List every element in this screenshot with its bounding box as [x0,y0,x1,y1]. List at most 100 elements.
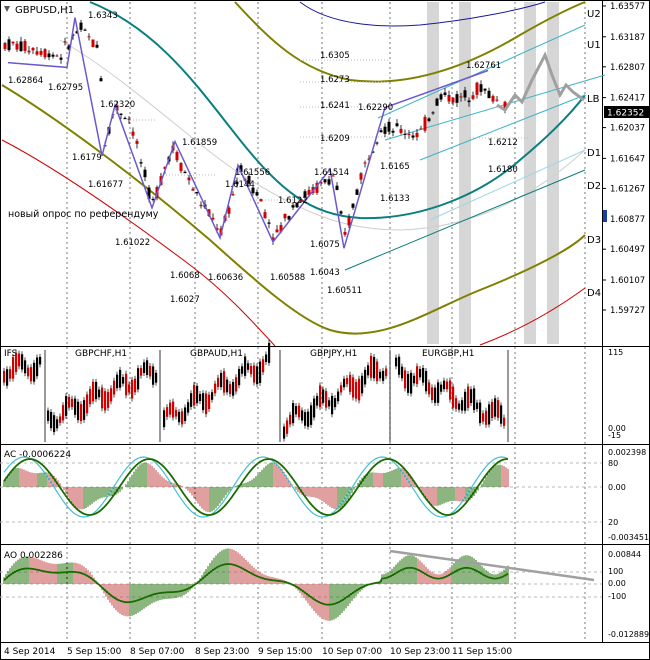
price-tick-label: 1.63187 [610,33,645,43]
ifs-candle-body [178,411,181,423]
ifs-candle-body [482,413,485,422]
ac-oscillator-panel[interactable]: AC -0.0006224 0.002398 80 0.00 20 -0.003451 [0,448,649,542]
ifs-candle-body [27,367,30,377]
ifs-candle-body [89,389,92,405]
ifs-candle-body [379,371,382,379]
ifs-candle-body [455,398,458,409]
candle-body [99,78,103,82]
ifs-candle-body [152,366,155,385]
candle-body [279,225,283,232]
ifs-candle-body [15,352,18,372]
candle-body [339,211,343,214]
ifs-candle-body [131,379,134,399]
annotation-text: новый опрос по референдуму [8,209,159,220]
swing-price-label: 1.6241 [320,101,350,111]
ifs-candle-body [355,382,358,399]
ifs-candle-body [95,381,98,400]
ifs-candle-body [461,400,464,411]
zigzag-line [7,17,489,249]
ifs-candle-body [470,389,473,403]
ifs-candle-body [367,365,370,376]
price-tick-label: 1.61267 [610,184,645,194]
candle-body [39,50,43,55]
ifs-candle-body [187,402,190,413]
time-tick-label: 9 Sep 15:00 [258,647,313,657]
swing-price-label: 1.61514 [314,168,349,178]
ifs-candle-body [3,370,6,383]
ifs-candle-body [382,370,385,381]
ao-scale-label: -0.012889 [608,630,649,639]
ifs-candle-body [104,391,107,411]
candle-body [55,55,59,57]
ac-scale-label: 0.002398 [608,448,646,457]
ifs-scale-label: -15 [608,431,621,440]
ifs-candle-body [232,382,235,396]
swing-price-label: 1.61859 [182,138,217,148]
swing-price-label: 1.61556 [235,168,270,178]
time-tick-label: 8 Sep 23:00 [195,647,250,657]
collapse-triangle-icon[interactable] [4,6,10,12]
ifs-candle-body [268,342,271,363]
candle-body [387,121,391,132]
candle-body [123,117,127,120]
swing-price-label: 1.60636 [208,273,243,283]
candle-body [475,82,479,95]
ifs-candle-body [352,377,355,398]
candle-body [47,53,51,58]
ao-oscillator-panel[interactable]: AO 0.002286 0.00844 100 0.00 -100 -0.012889 [0,548,649,639]
ifs-candle-body [343,378,346,388]
candle-body [127,118,131,120]
candle-body [383,126,387,134]
ifs-candle-body [286,420,289,434]
ifs-candle-body [199,394,202,402]
candle-body [375,142,379,144]
ifs-candle-body [247,363,250,370]
ifs-candle-body [56,419,59,429]
candle-body [87,36,91,38]
ifs-pair-label: GBPAUD,H1 [190,349,243,359]
candle-body [343,232,347,235]
price-tick-label: 1.60107 [610,276,645,286]
ifs-candle-body [125,373,128,396]
ifs-candle-body [349,374,352,392]
swing-price-label: 1.6212 [488,138,518,148]
candle-body [35,51,39,55]
main-price-panel[interactable]: 1.6343 1.62864 1.62795 1.62320 1.6179 1.61677… [1,1,649,642]
ao-line [3,563,509,606]
ifs-candle-body [238,368,241,386]
ifs-candle-body [92,381,95,402]
time-tick-label: 10 Sep 07:00 [322,647,382,657]
ifs-candle-body [431,387,434,401]
ifs-candle-body [220,372,223,388]
candle-body [299,199,303,202]
ifs-candle-body [322,389,325,403]
time-axis: 4 Sep 2014 5 Sep 15:00 8 Sep 07:00 8 Sep 23… [4,647,512,657]
ifs-candle-body [53,415,56,433]
candle-body [211,217,215,220]
candle-body [151,199,155,201]
ifs-candle-body [137,368,140,390]
ifs-candle-body [196,385,199,404]
ifs-candle-body [289,414,292,425]
ifs-candle-body [205,393,208,415]
price-tick-label: 1.62807 [610,63,645,73]
level-label-u2: U2 [587,9,601,20]
ifs-candle-body [253,365,256,383]
ifs-candle-body [33,362,36,382]
ifs-candle-body [202,393,205,411]
candle-body [199,204,203,207]
candle-body [51,54,55,57]
candle-body [415,132,419,138]
ifs-index-panel[interactable]: IFS GBPCHF,H1 GBPAUD,H1 GBPJPY,H1 EURGBP,H1… [3,339,626,442]
candle-body [7,39,11,51]
candle-body [427,118,431,122]
candle-body [287,216,291,220]
candle-body [327,179,331,185]
ifs-candle-body [184,407,187,422]
candle-body [423,116,427,131]
candle-body [135,140,139,144]
channel-upper [377,24,586,119]
ifs-candle-body [337,391,340,402]
ifs-candle-body [485,410,488,425]
